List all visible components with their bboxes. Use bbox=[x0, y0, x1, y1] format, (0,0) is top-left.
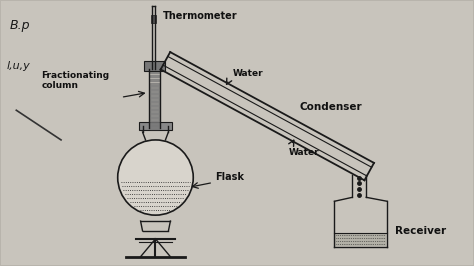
Text: Thermometer: Thermometer bbox=[163, 11, 237, 21]
Text: Fractionating
column: Fractionating column bbox=[41, 71, 109, 90]
Text: Condenser: Condenser bbox=[300, 102, 362, 112]
Circle shape bbox=[118, 140, 193, 215]
Bar bbox=[138, 122, 173, 130]
Text: Water: Water bbox=[289, 148, 320, 157]
Bar bbox=[151, 15, 156, 23]
Text: B.p: B.p bbox=[9, 19, 30, 32]
Text: Flask: Flask bbox=[215, 172, 244, 182]
Text: l,u,y: l,u,y bbox=[6, 61, 30, 71]
Bar bbox=[336, 233, 386, 246]
Text: Water: Water bbox=[233, 69, 264, 78]
Bar bbox=[144, 61, 165, 71]
Text: Receiver: Receiver bbox=[395, 226, 446, 236]
